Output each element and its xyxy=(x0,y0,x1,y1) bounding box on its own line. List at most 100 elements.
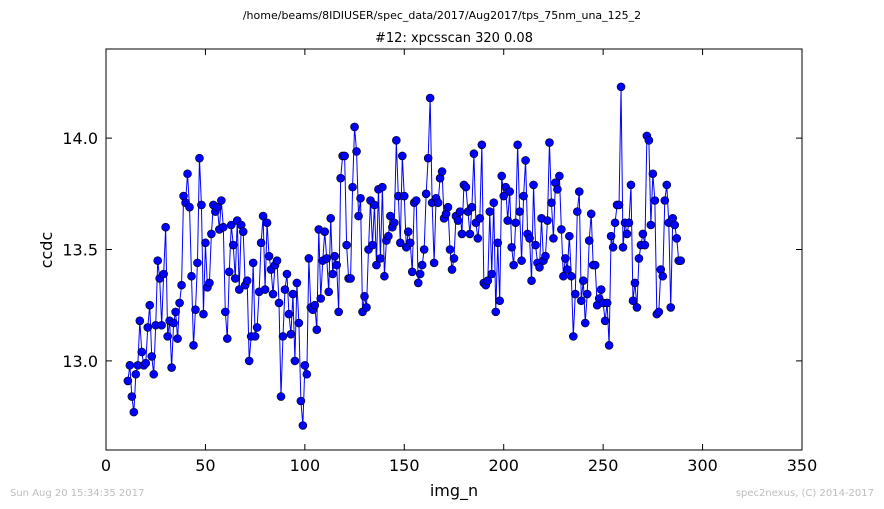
data-point xyxy=(399,191,409,201)
data-point xyxy=(278,332,288,341)
data-point xyxy=(199,309,208,319)
x-tick-label: 100 xyxy=(290,456,321,475)
data-point xyxy=(503,216,512,225)
data-point xyxy=(378,182,387,192)
data-point xyxy=(290,356,300,366)
data-point xyxy=(421,189,431,199)
data-point xyxy=(316,294,326,303)
data-point xyxy=(205,278,214,288)
data-point xyxy=(654,307,664,317)
data-point xyxy=(292,278,302,288)
data-point xyxy=(372,260,381,270)
data-point xyxy=(312,325,322,335)
data-point xyxy=(572,207,582,216)
data-point xyxy=(407,267,417,277)
data-point xyxy=(437,167,447,176)
data-point xyxy=(153,256,162,265)
x-tick-label: 350 xyxy=(787,456,818,475)
data-point xyxy=(666,303,676,312)
x-tick-label: 50 xyxy=(195,456,215,475)
series-line xyxy=(127,86,681,426)
data-point xyxy=(282,269,292,279)
data-point xyxy=(159,269,168,279)
data-point xyxy=(197,200,206,210)
data-point xyxy=(135,316,145,326)
data-point xyxy=(576,296,586,306)
data-point xyxy=(497,171,507,181)
data-point xyxy=(226,220,236,230)
data-point xyxy=(167,363,176,372)
data-point xyxy=(570,289,580,299)
data-point xyxy=(457,229,467,239)
data-point xyxy=(175,298,184,308)
data-point xyxy=(549,234,558,243)
data-point xyxy=(411,196,421,205)
data-point xyxy=(302,369,312,379)
data-point xyxy=(340,151,349,161)
data-point xyxy=(648,169,658,179)
data-point xyxy=(477,140,487,150)
data-point xyxy=(489,198,499,208)
data-point xyxy=(362,303,371,312)
data-point xyxy=(473,234,483,243)
data-point xyxy=(284,309,294,319)
data-point xyxy=(545,138,554,147)
data-point xyxy=(256,238,266,248)
data-point xyxy=(630,278,640,288)
data-point xyxy=(610,218,620,228)
data-point xyxy=(493,238,503,248)
data-point xyxy=(189,340,198,350)
data-point xyxy=(443,202,453,212)
data-point xyxy=(469,149,479,159)
data-point xyxy=(491,307,501,317)
data-point xyxy=(252,323,262,332)
data-point xyxy=(405,238,415,248)
data-point xyxy=(143,323,153,332)
data-point xyxy=(370,200,379,210)
data-point xyxy=(397,151,407,161)
data-point xyxy=(137,347,147,357)
data-point xyxy=(248,258,258,268)
data-point xyxy=(304,254,314,263)
data-point xyxy=(423,153,433,163)
data-point xyxy=(487,269,497,279)
data-point xyxy=(584,236,594,245)
data-point xyxy=(624,218,634,228)
data-point xyxy=(324,287,334,297)
data-point xyxy=(628,296,638,306)
data-point xyxy=(465,229,475,239)
data-point xyxy=(415,269,425,279)
data-point xyxy=(582,289,592,299)
data-point xyxy=(157,320,166,330)
data-point xyxy=(368,240,377,250)
data-point xyxy=(131,369,141,379)
data-point xyxy=(580,318,590,328)
data-point xyxy=(213,202,222,212)
data-point xyxy=(561,254,570,263)
data-point xyxy=(141,358,151,368)
data-point xyxy=(433,198,443,208)
data-point xyxy=(342,240,351,250)
data-point xyxy=(230,274,240,283)
data-point xyxy=(224,267,234,277)
data-point xyxy=(563,265,572,274)
data-point xyxy=(171,307,180,317)
data-point xyxy=(513,140,522,150)
data-point xyxy=(163,332,172,341)
data-point xyxy=(662,180,672,190)
data-point xyxy=(527,276,536,285)
data-point xyxy=(296,396,306,406)
footer-credit: spec2nexus, (C) 2014-2017 xyxy=(735,488,874,499)
footer-timestamp: Sun Aug 20 15:34:35 2017 xyxy=(10,488,145,499)
data-point xyxy=(511,218,520,228)
data-point xyxy=(187,271,196,281)
data-point xyxy=(602,298,612,308)
data-point xyxy=(521,156,530,165)
data-point xyxy=(354,211,363,221)
data-point xyxy=(541,251,550,261)
data-point xyxy=(483,276,493,285)
data-point xyxy=(123,376,133,386)
data-point xyxy=(242,276,252,285)
